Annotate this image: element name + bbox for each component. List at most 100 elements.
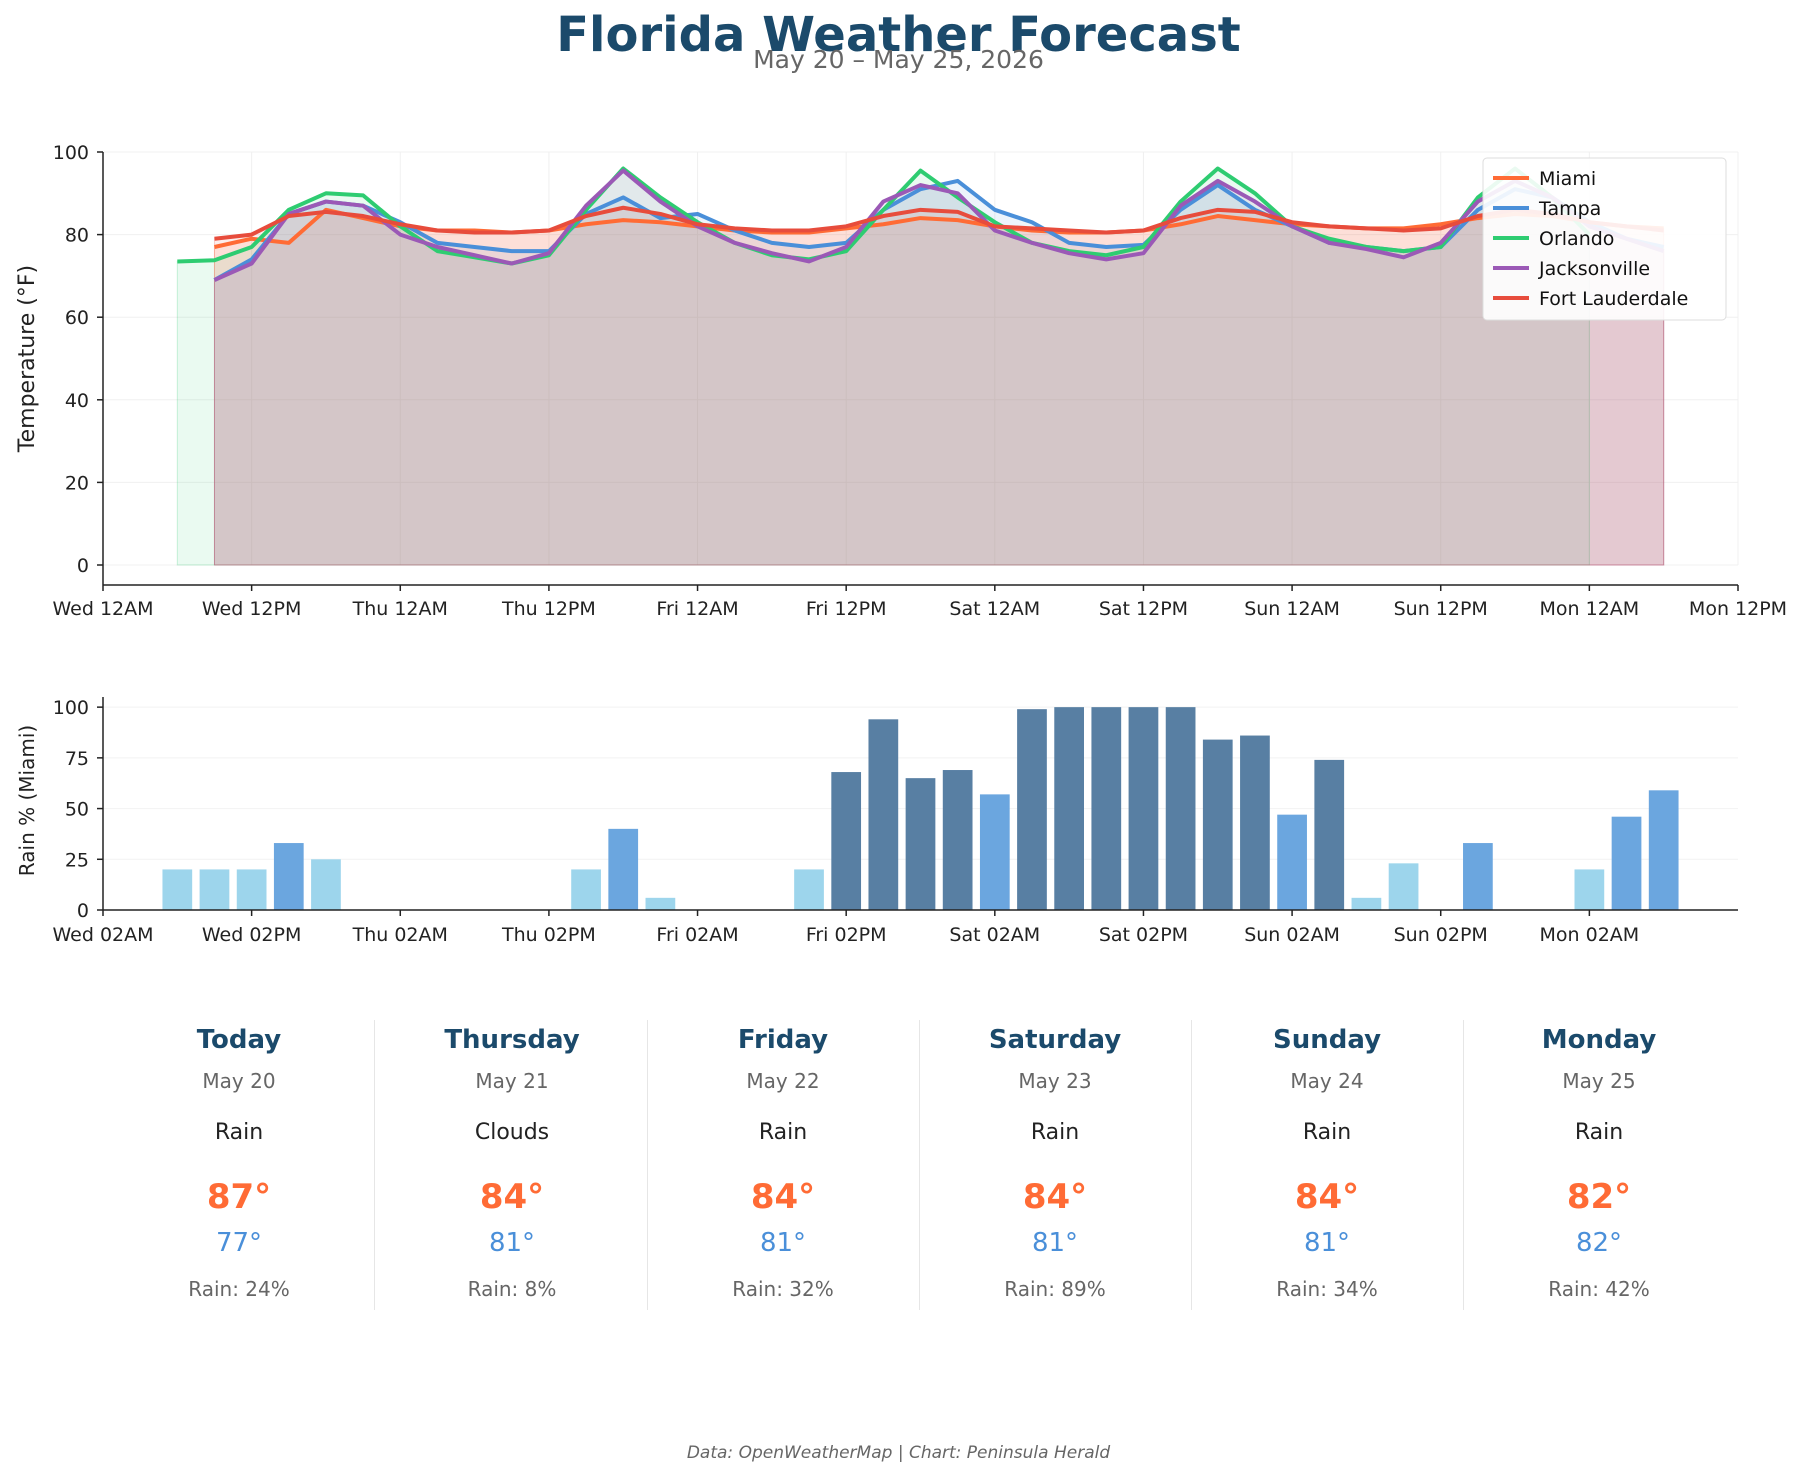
legend-label: Fort Lauderdale <box>1539 288 1688 310</box>
y-tick-label: 100 <box>53 697 89 719</box>
temperature-chart: 0 20 40 60 80 100 Wed 12AM Wed 12PM Thu 12AM Thu … <box>15 142 1787 620</box>
x-tick-label: Thu 12PM <box>501 598 596 620</box>
card-divider <box>1463 1020 1464 1310</box>
x-tick-label: Sat 12PM <box>1099 598 1188 620</box>
card-divider <box>1191 1020 1192 1310</box>
legend-label: Miami <box>1539 168 1596 190</box>
y-tick-label: 0 <box>77 555 89 577</box>
forecast-high: 84° <box>750 1177 816 1217</box>
x-tick-label: Sun 12PM <box>1394 598 1488 620</box>
x-tick-label: Sat 12AM <box>949 598 1040 620</box>
x-tick-label: Sun 02AM <box>1244 924 1340 946</box>
rain-bar <box>1463 843 1493 910</box>
y-tick-label: 40 <box>65 390 89 412</box>
legend-box <box>1482 157 1727 321</box>
y-tick-label: 60 <box>65 307 89 329</box>
forecast-rain: Rain: 24% <box>188 1277 290 1301</box>
forecast-low: 77° <box>215 1228 263 1258</box>
chart-title: Florida Weather Forecast <box>556 7 1241 63</box>
x-tick-label: Mon 12AM <box>1540 598 1640 620</box>
y-tick-label: 25 <box>65 849 89 871</box>
legend-label: Jacksonville <box>1538 258 1650 280</box>
forecast-condition: Rain <box>758 1120 808 1145</box>
rain-bar <box>1277 814 1307 910</box>
rain-chart: 0 25 50 75 100 Wed 02AM Wed 02PM Thu 02AM Thu 02… <box>15 697 1738 946</box>
forecast-rain: Rain: 42% <box>1548 1277 1650 1301</box>
series-line-jacksonville <box>213 168 1665 282</box>
forecast-date: May 20 <box>202 1069 276 1093</box>
series-line-orlando <box>177 166 1591 266</box>
rain-bar <box>794 869 824 910</box>
y-tick-label: 0 <box>77 900 89 922</box>
x-tick-label: Mon 02AM <box>1540 924 1640 946</box>
forecast-day: Thursday <box>444 1025 580 1055</box>
rain-bar <box>905 778 936 910</box>
forecast-day: Saturday <box>988 1025 1122 1055</box>
forecast-high: 84° <box>1294 1177 1360 1217</box>
x-tick-label: Wed 12AM <box>52 598 153 620</box>
rain-bar <box>1388 863 1419 910</box>
y-tick-label: 80 <box>65 225 89 247</box>
forecast-date: May 25 <box>1562 1069 1636 1093</box>
x-tick-label: Sat 02AM <box>949 924 1040 946</box>
forecast-condition: Rain <box>1030 1120 1080 1145</box>
forecast-condition: Rain <box>1574 1120 1624 1145</box>
forecast-low: 81° <box>1031 1228 1079 1258</box>
rain-bar <box>1202 739 1233 910</box>
x-tick-label: Wed 02PM <box>202 924 302 946</box>
y-tick-label: 50 <box>65 799 89 821</box>
legend-label: Orlando <box>1539 228 1614 250</box>
forecast-low: 81° <box>488 1228 536 1258</box>
rain-bar <box>1240 735 1270 910</box>
x-tick-label: Sun 02PM <box>1394 924 1488 946</box>
series-area-fort-lauderdale <box>213 207 1665 566</box>
card-divider <box>647 1020 648 1310</box>
rain-bar <box>1611 816 1642 910</box>
y-axis-label: Temperature (°F) <box>15 265 40 453</box>
forecast-date: May 23 <box>1018 1069 1092 1093</box>
rain-bar <box>1351 897 1382 910</box>
x-tick-label: Fri 02AM <box>656 924 738 946</box>
x-tick-label: Thu 02AM <box>352 924 448 946</box>
forecast-day: Today <box>196 1025 282 1055</box>
y-tick-label: 100 <box>53 142 89 164</box>
forecast-rain: Rain: 34% <box>1276 1277 1378 1301</box>
rain-bar <box>1574 869 1605 910</box>
forecast-date: May 24 <box>1290 1069 1364 1093</box>
forecast-high: 84° <box>1022 1177 1088 1217</box>
forecast-day: Friday <box>737 1025 829 1055</box>
y-tick-label: 20 <box>65 472 89 494</box>
rain-bar <box>1054 707 1084 910</box>
forecast-rain: Rain: 89% <box>1004 1277 1106 1301</box>
forecast-low: 81° <box>759 1228 807 1258</box>
rain-bar <box>1091 707 1122 910</box>
x-tick-label: Fri 12PM <box>806 598 887 620</box>
forecast-high: 82° <box>1566 1177 1632 1217</box>
rain-bar <box>831 772 862 910</box>
x-tick-label: Sun 12AM <box>1244 598 1340 620</box>
forecast-condition: Rain <box>1302 1120 1352 1145</box>
rain-bar <box>979 794 1010 910</box>
forecast-high: 87° <box>206 1177 272 1217</box>
forecast-day: Sunday <box>1272 1025 1382 1055</box>
data-credit: Data: OpenWeatherMap | Chart: Peninsula … <box>686 1443 1111 1463</box>
forecast-low: 82° <box>1575 1228 1623 1258</box>
rain-bar <box>199 869 230 910</box>
x-tick-label: Fri 12AM <box>656 598 738 620</box>
rain-bar <box>868 719 899 910</box>
rain-bar <box>1648 790 1679 910</box>
rain-bar <box>1128 707 1159 910</box>
forecast-condition: Clouds <box>474 1120 550 1145</box>
forecast-date: May 21 <box>475 1069 549 1093</box>
series-line-fort-lauderdale <box>214 205 1664 241</box>
x-tick-label: Thu 02PM <box>501 924 596 946</box>
y-tick-label: 75 <box>65 748 89 770</box>
rain-bar <box>311 859 341 910</box>
forecast-date: May 22 <box>746 1069 820 1093</box>
forecast-rain: Rain: 32% <box>732 1277 834 1301</box>
forecast-low: 81° <box>1303 1228 1351 1258</box>
forecast-day: Monday <box>1541 1025 1657 1055</box>
rain-bar <box>645 897 676 910</box>
legend-label: Tampa <box>1538 198 1601 220</box>
